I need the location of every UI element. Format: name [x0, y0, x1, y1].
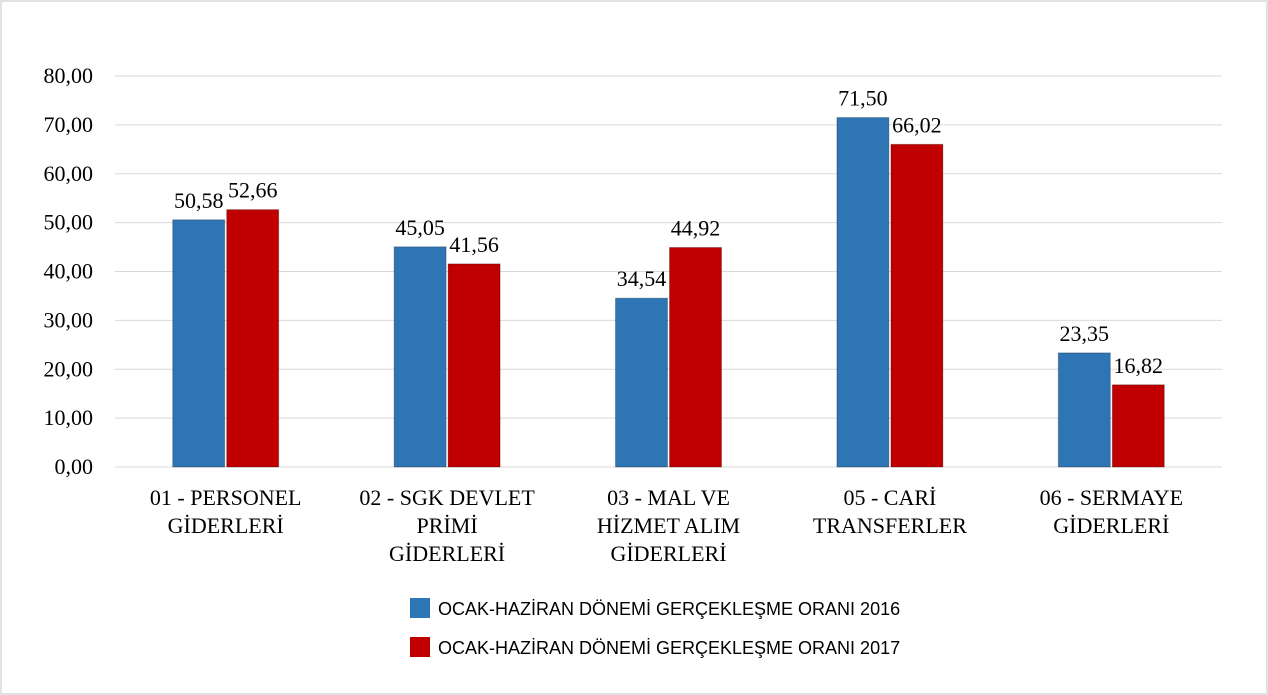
y-tick-label: 20,00: [44, 356, 94, 381]
x-tick-label: 05 - CARİ TRANSFERLER: [813, 485, 967, 538]
bar: [447, 263, 501, 468]
y-tick-label: 80,00: [44, 63, 94, 88]
y-tick-label: 40,00: [44, 259, 94, 284]
y-tick-label: 10,00: [44, 405, 94, 430]
bar: [393, 246, 447, 468]
bar: [669, 246, 722, 468]
bar: [1057, 352, 1111, 468]
legend-label: OCAK-HAZİRAN DÖNEMİ GERÇEKLEŞME ORANI 20…: [438, 599, 900, 619]
bar: [615, 297, 668, 468]
x-tick-label: 02 - SGK DEVLET PRİMİ GİDERLERİ: [359, 485, 535, 566]
x-tick-label: 06 - SERMAYE GİDERLERİ: [1040, 485, 1183, 538]
value-label: 23,35: [1060, 321, 1110, 346]
y-tick-label: 50,00: [44, 210, 94, 235]
value-label: 52,66: [228, 178, 278, 203]
legend-label: OCAK-HAZİRAN DÖNEMİ GERÇEKLEŞME ORANI 20…: [438, 638, 900, 658]
value-label: 45,05: [395, 215, 445, 240]
bar: [836, 117, 890, 468]
y-tick-label: 70,00: [44, 112, 94, 137]
value-label: 41,56: [449, 232, 499, 257]
value-label: 16,82: [1114, 353, 1164, 378]
value-label: 66,02: [892, 112, 942, 137]
value-label: 34,54: [617, 266, 667, 291]
legend-swatch: [410, 598, 430, 618]
legend-swatch: [410, 637, 430, 657]
bar: [1111, 384, 1165, 468]
x-tick-label: 01 - PERSONEL GİDERLERİ: [150, 485, 302, 538]
y-tick-label: 0,00: [55, 454, 94, 479]
x-tick-label: 03 - MAL VE HİZMET ALIM GİDERLERİ: [597, 485, 740, 566]
value-label: 71,50: [838, 86, 888, 111]
y-tick-label: 60,00: [44, 161, 94, 186]
bar: [172, 219, 226, 468]
value-label: 44,92: [671, 215, 721, 240]
bar: [226, 209, 280, 468]
bar: [890, 143, 944, 468]
value-label: 50,58: [174, 188, 224, 213]
y-tick-label: 30,00: [44, 307, 94, 332]
